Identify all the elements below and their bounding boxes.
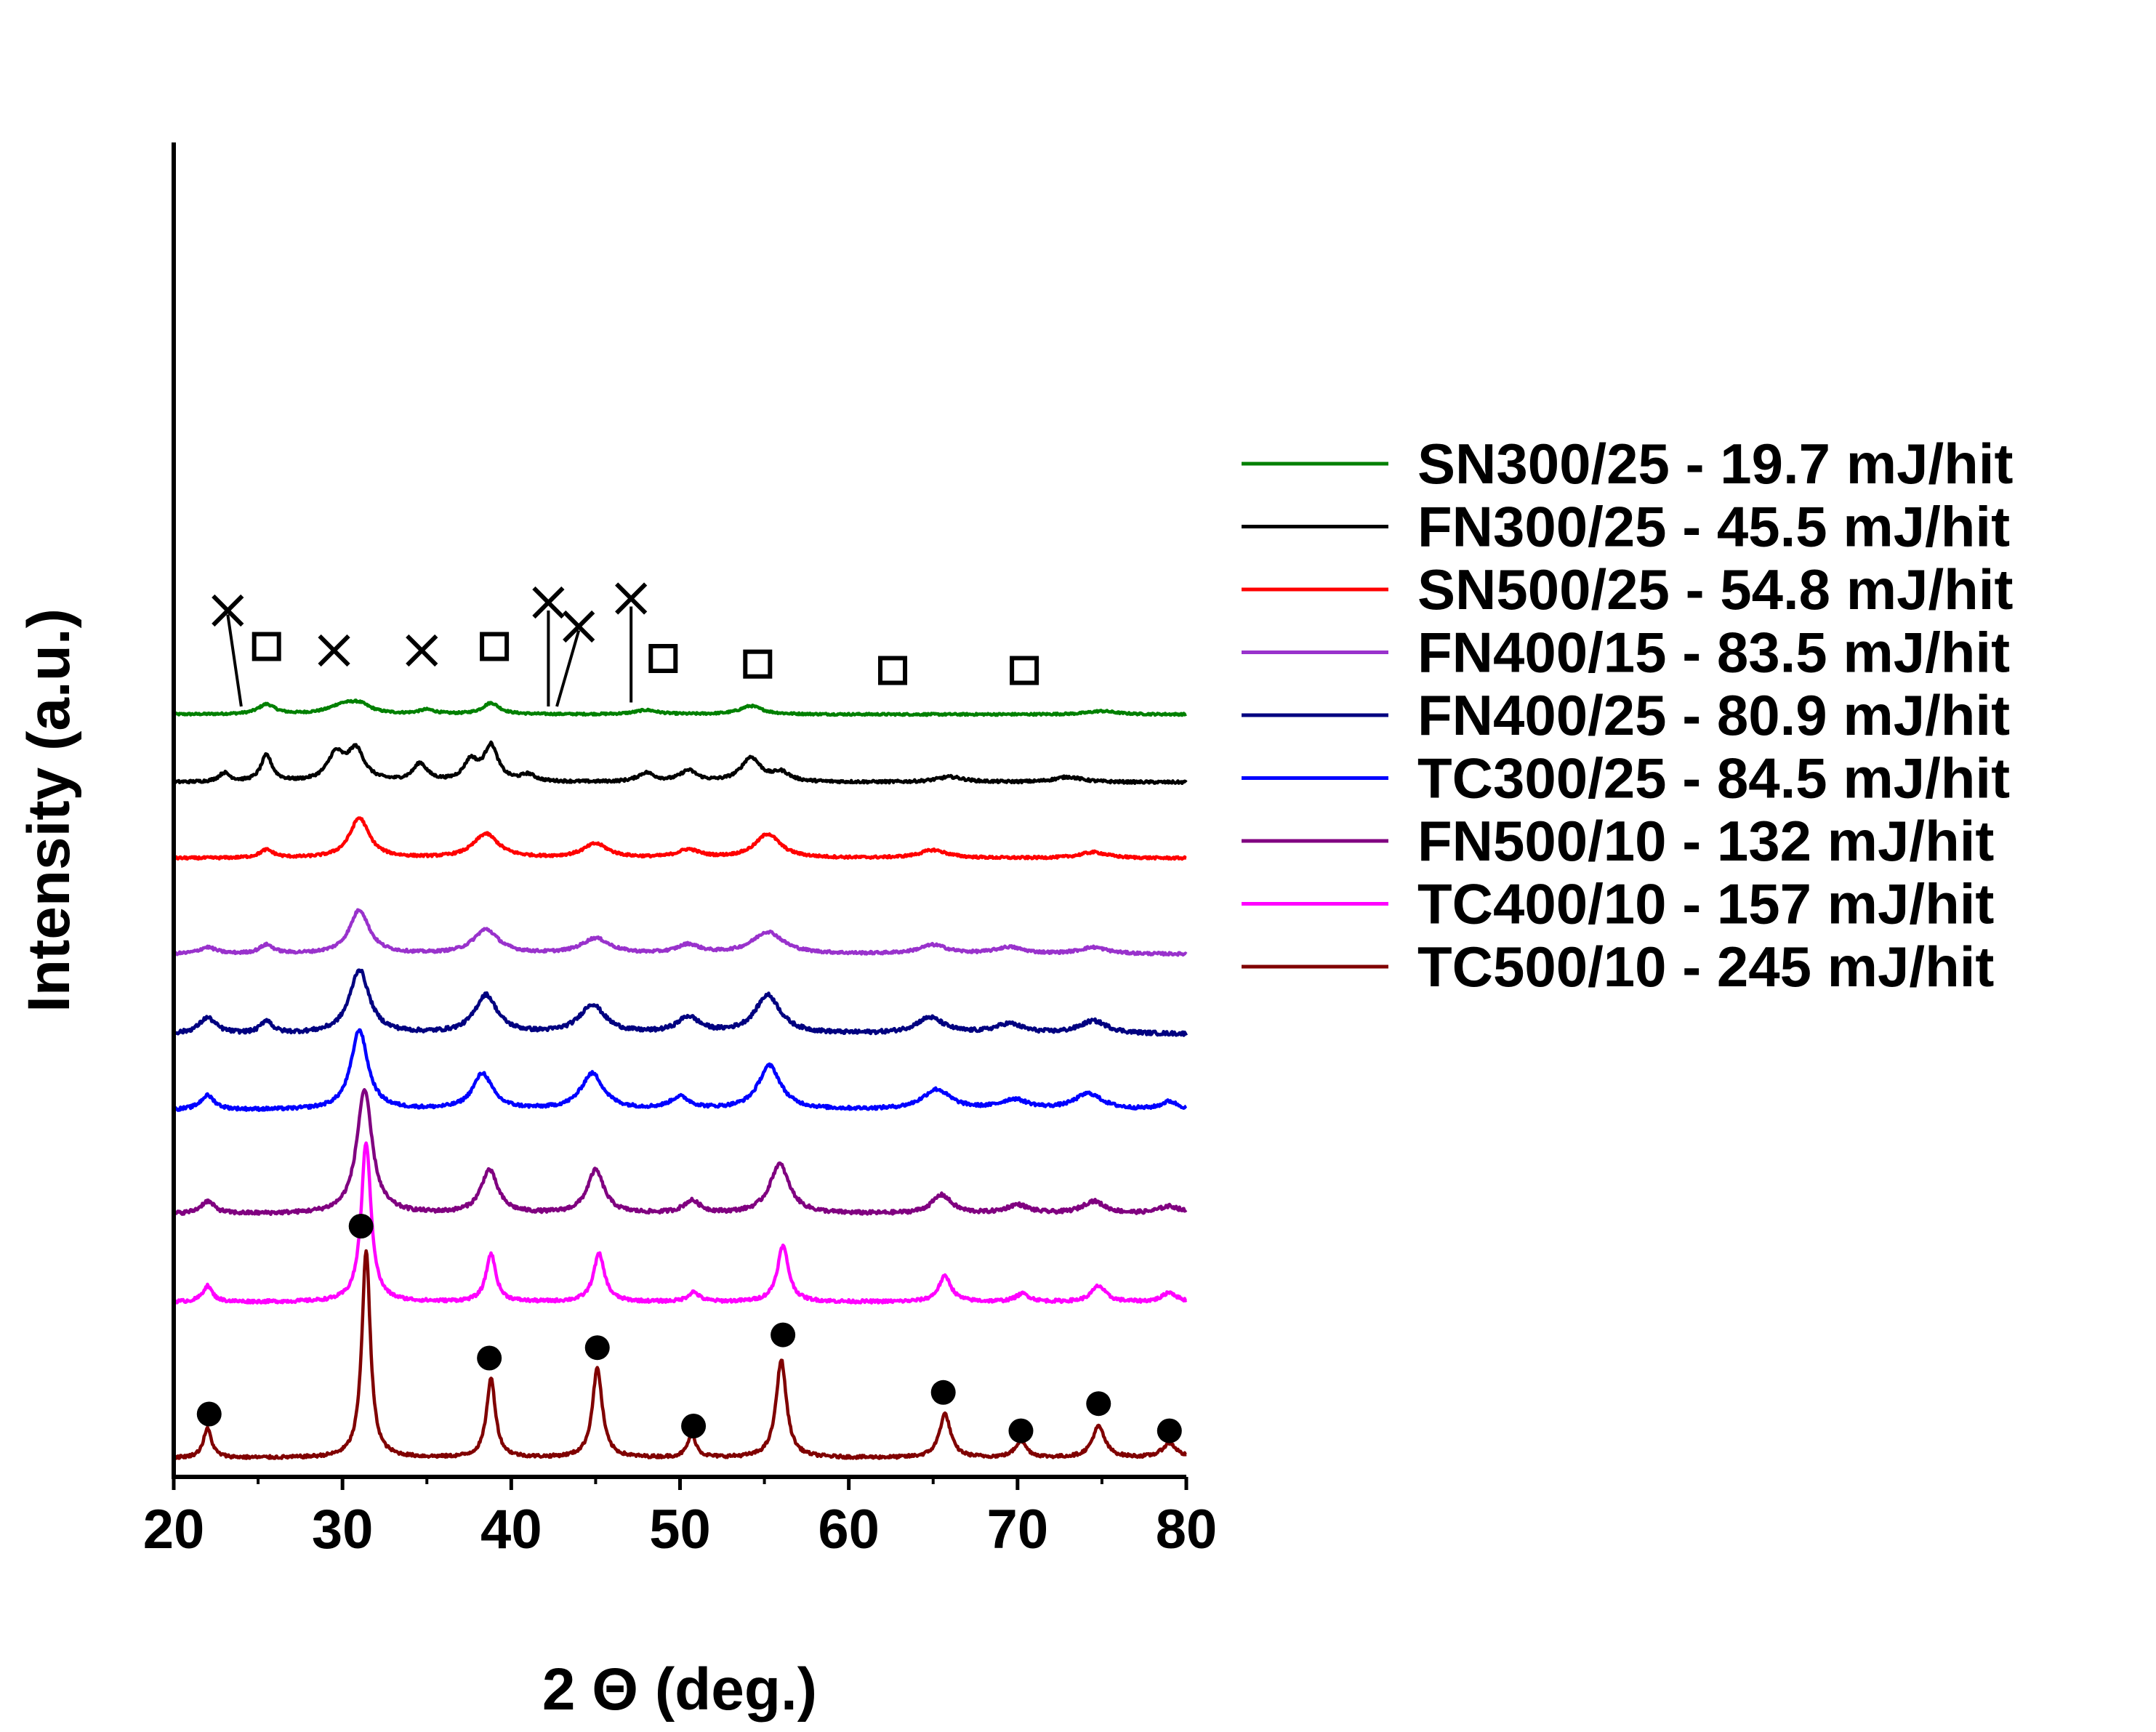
x-tick-label-20: 20 — [143, 1499, 205, 1560]
cross-marker-5 — [563, 610, 595, 643]
x-tick-label-80: 80 — [1156, 1499, 1218, 1560]
dot-marker-5 — [681, 1414, 707, 1438]
legend-label-4: FN400/15 - 83.5 mJ/hit — [1417, 621, 2010, 685]
x-axis-title: 2 Θ (deg.) — [542, 1656, 817, 1723]
x-tick-label-40: 40 — [480, 1499, 542, 1560]
cross-stroke — [212, 594, 244, 627]
cross-marker-3 — [406, 634, 438, 667]
cross-marker-1 — [212, 594, 244, 627]
square-marker-1 — [252, 632, 281, 661]
series-line-4 — [172, 908, 1188, 957]
square-marker-2 — [480, 632, 510, 661]
square-marker-3 — [648, 644, 678, 673]
dot-marker-6 — [771, 1322, 796, 1348]
legend-label-5: FN400/25 - 80.9 mJ/hit — [1417, 683, 2010, 747]
cross-stroke — [318, 634, 350, 667]
legend-label-2: FN300/25 - 45.5 mJ/hit — [1417, 495, 2010, 559]
dot-marker-7 — [930, 1379, 956, 1405]
cross-marker-2 — [318, 634, 350, 667]
dot-marker-4 — [584, 1335, 610, 1361]
dot-marker-10 — [1157, 1418, 1182, 1443]
x-tick-label-60: 60 — [818, 1499, 880, 1560]
dot-marker-3 — [477, 1345, 502, 1371]
square-marker-6 — [1010, 656, 1039, 685]
x-ticks: 20 30 40 50 60 70 80 — [143, 1477, 1218, 1560]
cross-stroke — [406, 634, 438, 667]
cross-marker-6 — [615, 582, 648, 615]
series-line-5 — [172, 968, 1188, 1037]
cross-leader-1 — [226, 614, 243, 707]
series-line-9 — [172, 1249, 1188, 1460]
legend-label-3: SN500/25 - 54.8 mJ/hit — [1417, 557, 2013, 621]
series-line-1 — [172, 698, 1188, 717]
series-line-6 — [172, 1028, 1188, 1112]
dot-marker-9 — [1086, 1391, 1111, 1417]
series-line-8 — [172, 1141, 1188, 1305]
y-axis-title: Intensity (a.u.) — [16, 608, 82, 1012]
cross-stroke — [615, 582, 648, 615]
legend-label-8: TC400/10 - 157 mJ/hit — [1417, 872, 1994, 936]
cross-marker-4 — [532, 586, 565, 619]
square-marker-4 — [743, 649, 773, 679]
x-tick-label-30: 30 — [312, 1499, 374, 1560]
series-line-2 — [172, 740, 1188, 786]
x-tick-label-70: 70 — [987, 1499, 1049, 1560]
cross-leader-3 — [555, 629, 581, 707]
series-line-7 — [172, 1088, 1188, 1217]
legend-label-7: FN500/10 - 132 mJ/hit — [1417, 809, 1994, 873]
axes — [172, 142, 1186, 1479]
dot-marker-8 — [1008, 1418, 1034, 1443]
legend-label-9: TC500/10 - 245 mJ/hit — [1417, 935, 1994, 999]
phase-marker-layer — [196, 582, 1182, 1443]
square-marker-5 — [878, 656, 908, 685]
cross-stroke — [563, 610, 595, 643]
series-line-3 — [172, 816, 1188, 861]
x-tick-label-50: 50 — [649, 1499, 711, 1560]
legend-label-6: TC300/25 - 84.5 mJ/hit — [1417, 746, 2010, 810]
dot-marker-2 — [348, 1214, 374, 1238]
series-layer — [172, 698, 1188, 1460]
dot-marker-1 — [196, 1401, 222, 1427]
cross-stroke — [532, 586, 565, 619]
legend-label-1: SN300/25 - 19.7 mJ/hit — [1417, 432, 2013, 496]
